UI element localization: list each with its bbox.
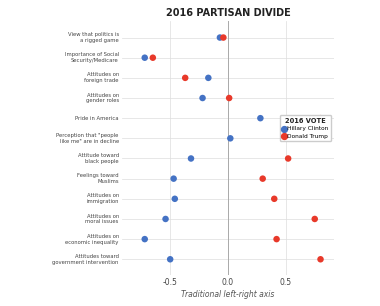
- Point: [167, 257, 173, 262]
- Point: [227, 136, 233, 141]
- Point: [220, 35, 226, 40]
- Point: [317, 257, 323, 262]
- Title: 2016 PARTISAN DIVIDE: 2016 PARTISAN DIVIDE: [166, 8, 290, 18]
- Point: [226, 95, 232, 100]
- Point: [260, 176, 266, 181]
- Point: [317, 116, 323, 121]
- Point: [274, 237, 280, 241]
- Point: [171, 176, 177, 181]
- Point: [217, 35, 223, 40]
- Point: [182, 75, 188, 80]
- Point: [271, 196, 277, 201]
- Point: [150, 55, 156, 60]
- Point: [142, 237, 148, 241]
- Point: [257, 116, 263, 121]
- Point: [163, 217, 169, 222]
- Legend: Hillary Clinton, Donald Trump: Hillary Clinton, Donald Trump: [280, 115, 331, 141]
- Point: [205, 75, 211, 80]
- Point: [200, 95, 206, 100]
- Point: [188, 156, 194, 161]
- Point: [172, 196, 178, 201]
- Point: [285, 156, 291, 161]
- Point: [285, 136, 291, 141]
- X-axis label: Traditional left-right axis: Traditional left-right axis: [181, 290, 275, 299]
- Point: [142, 55, 148, 60]
- Point: [312, 217, 318, 222]
